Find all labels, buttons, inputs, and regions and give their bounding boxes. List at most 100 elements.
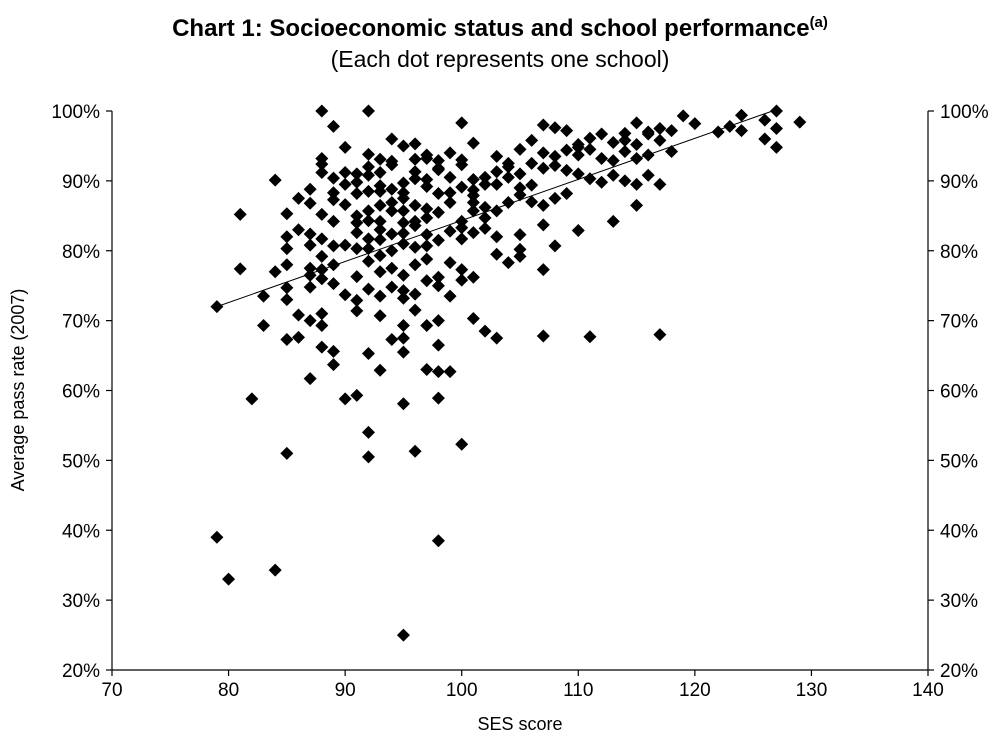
data-point	[758, 113, 772, 127]
data-point	[443, 146, 457, 160]
data-point	[396, 268, 410, 282]
data-point	[420, 152, 434, 166]
data-point	[606, 154, 620, 168]
data-point	[478, 211, 492, 225]
data-point	[385, 261, 399, 275]
data-point	[525, 178, 539, 192]
data-point	[315, 104, 329, 118]
data-point	[408, 214, 422, 228]
data-point	[373, 265, 387, 279]
data-point	[396, 331, 410, 345]
data-point	[420, 363, 434, 377]
data-point	[536, 161, 550, 175]
data-point	[536, 218, 550, 232]
data-point	[595, 127, 609, 141]
data-point	[443, 170, 457, 184]
data-point	[723, 119, 737, 133]
data-point	[490, 230, 504, 244]
data-point	[361, 104, 375, 118]
data-point	[548, 149, 562, 163]
data-point	[396, 628, 410, 642]
data-point	[653, 177, 667, 191]
data-point	[280, 446, 294, 460]
data-point	[431, 391, 445, 405]
data-point	[583, 172, 597, 186]
data-point	[385, 204, 399, 218]
data-point	[385, 332, 399, 346]
data-point	[606, 168, 620, 182]
data-point	[758, 132, 772, 146]
data-point	[292, 223, 306, 237]
data-point	[466, 136, 480, 150]
y-tick-label-right: 20%	[940, 661, 978, 682]
data-point	[455, 232, 469, 246]
y-tick-label-right: 60%	[940, 382, 978, 403]
chart-subtitle: (Each dot represents one school)	[330, 46, 670, 72]
data-point	[443, 289, 457, 303]
data-point	[618, 133, 632, 147]
chart-title-superscript: (a)	[809, 14, 828, 31]
data-point	[315, 165, 329, 179]
data-point	[571, 148, 585, 162]
data-point	[396, 204, 410, 218]
data-points	[210, 104, 807, 642]
data-point	[420, 179, 434, 193]
data-point	[420, 319, 434, 333]
data-point	[466, 196, 480, 210]
data-point	[373, 249, 387, 263]
data-point	[408, 152, 422, 166]
chart-title: Chart 1: Socioeconomic status and school…	[0, 14, 1000, 43]
data-point	[373, 233, 387, 247]
data-point	[455, 263, 469, 277]
data-point	[326, 358, 340, 372]
data-point	[490, 149, 504, 163]
data-point	[769, 104, 783, 118]
data-point	[466, 270, 480, 284]
data-point	[513, 167, 527, 181]
data-point	[466, 312, 480, 326]
data-point	[326, 186, 340, 200]
data-point	[350, 226, 364, 240]
data-point	[303, 196, 317, 210]
y-tick-label-right: 50%	[940, 451, 978, 472]
data-point	[513, 188, 527, 202]
data-point	[361, 160, 375, 174]
y-axis-title: Average pass rate (2007)	[8, 289, 28, 492]
data-point	[326, 258, 340, 272]
data-point	[373, 198, 387, 212]
data-point	[385, 280, 399, 294]
data-point	[676, 109, 690, 123]
data-point	[280, 293, 294, 307]
data-point	[641, 127, 655, 141]
data-point	[665, 124, 679, 138]
data-point	[466, 172, 480, 186]
data-point	[455, 153, 469, 167]
data-point	[303, 182, 317, 196]
data-point	[338, 198, 352, 212]
data-point	[303, 372, 317, 386]
data-point	[513, 142, 527, 156]
y-tick-label-left: 60%	[62, 382, 100, 403]
data-point	[385, 132, 399, 146]
data-point	[385, 154, 399, 168]
data-point	[443, 186, 457, 200]
data-point	[525, 133, 539, 147]
data-point	[326, 171, 340, 185]
data-point	[513, 181, 527, 195]
data-point	[303, 268, 317, 282]
data-point	[303, 261, 317, 275]
data-point	[653, 133, 667, 147]
data-point	[315, 207, 329, 221]
data-point	[630, 138, 644, 152]
y-tick-label-right: 70%	[940, 312, 978, 333]
data-point	[396, 216, 410, 230]
data-point	[373, 165, 387, 179]
data-point	[338, 177, 352, 191]
data-point	[396, 226, 410, 240]
data-point	[361, 184, 375, 198]
data-point	[490, 177, 504, 191]
y-tick-label-left: 90%	[62, 172, 100, 193]
data-point	[443, 256, 457, 270]
data-point	[385, 244, 399, 258]
data-point	[396, 237, 410, 251]
